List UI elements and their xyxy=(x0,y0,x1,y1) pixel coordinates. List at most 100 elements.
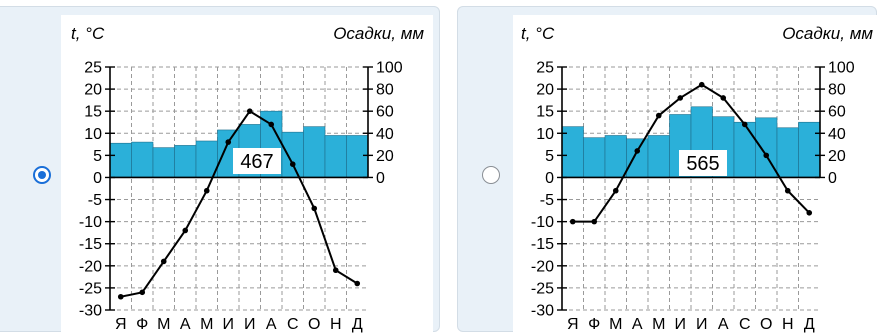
temp-tick-label: 10 xyxy=(84,126,102,143)
temperature-point xyxy=(591,218,598,225)
precip-tick-label: 80 xyxy=(828,82,846,99)
temp-tick-label: -10 xyxy=(79,214,102,231)
temp-tick-label: 20 xyxy=(84,82,102,99)
precip-bar xyxy=(604,135,627,178)
month-label: М xyxy=(157,316,170,333)
temperature-point xyxy=(806,210,813,216)
month-label: С xyxy=(739,316,751,333)
temperature-point xyxy=(246,108,253,114)
precip-tick-label: 20 xyxy=(376,148,394,165)
precip-bar xyxy=(647,135,670,178)
annual-precip-value: 467 xyxy=(240,151,273,173)
month-label: Я xyxy=(115,316,127,333)
temperature-point xyxy=(203,187,210,194)
temperature-point xyxy=(569,218,576,225)
month-label: А xyxy=(266,316,277,333)
month-label: А xyxy=(718,316,729,333)
precip-tick-label: 0 xyxy=(376,170,385,187)
temp-tick-label: 10 xyxy=(536,126,554,143)
annual-precip-box xyxy=(233,148,281,174)
month-label: А xyxy=(180,316,191,333)
answer-option-2[interactable]: t, °C Осадки, мм 25 20 15 10 5 0 -5 -10 -15 -20 -2… xyxy=(457,6,881,333)
precip-bar xyxy=(583,137,606,178)
temp-tick-label: 20 xyxy=(536,82,554,99)
precip-tick-label: 40 xyxy=(376,126,394,143)
temperature-point xyxy=(160,258,167,265)
precip-bar xyxy=(324,135,347,178)
month-label: Н xyxy=(782,316,794,333)
temperature-point xyxy=(268,121,275,128)
temperature-point xyxy=(634,148,641,154)
month-label: Я xyxy=(567,316,579,333)
temp-tick-label: -20 xyxy=(531,258,554,275)
precip-bar xyxy=(152,147,175,178)
precip-bar xyxy=(346,135,369,178)
precip-tick-label: 60 xyxy=(376,104,394,121)
temperature-point xyxy=(784,187,791,194)
temperature-point xyxy=(720,95,727,101)
month-label: И xyxy=(696,316,708,333)
temp-tick-label: -30 xyxy=(531,303,554,320)
temperature-point xyxy=(677,95,684,101)
climate-chart-card-1: t, °C Осадки, мм 25 20 15 10 5 0 -5 -10 -15 -20 -2… xyxy=(61,15,433,333)
annual-precip-value: 565 xyxy=(686,153,719,175)
precip-bar xyxy=(281,131,304,178)
month-label: М xyxy=(652,316,665,333)
temperature-point xyxy=(289,161,296,167)
precip-bar xyxy=(174,145,197,178)
climatogram-1: t, °C Осадки, мм 25 20 15 10 5 0 -5 -10 -15 -20 -2… xyxy=(71,24,424,333)
month-label: С xyxy=(287,316,299,333)
temp-tick-label: 5 xyxy=(545,148,554,165)
answer-option-1[interactable]: t, °C Осадки, мм 25 20 15 10 5 0 -5 -10 -15 -20 -2… xyxy=(0,6,440,333)
temperature-point xyxy=(741,121,748,128)
option-1-radio[interactable] xyxy=(33,166,51,184)
precip-bar xyxy=(626,138,649,178)
precip-axis-label: Осадки, мм xyxy=(782,24,873,43)
temp-tick-label: 15 xyxy=(84,104,102,121)
month-label: М xyxy=(200,316,213,333)
temperature-point xyxy=(311,205,318,212)
precip-tick-label: 20 xyxy=(828,148,846,165)
month-label: О xyxy=(760,316,772,333)
precip-axis-label: Осадки, мм xyxy=(333,24,424,43)
precip-tick-label: 80 xyxy=(376,82,394,99)
temp-tick-label: -10 xyxy=(531,214,554,231)
temperature-point xyxy=(182,227,189,234)
month-label: Д xyxy=(804,316,815,333)
temp-tick-label: 0 xyxy=(93,170,102,187)
temp-tick-label: 25 xyxy=(536,60,554,77)
temperature-point xyxy=(655,112,662,119)
temp-tick-label: -5 xyxy=(540,192,554,209)
temp-tick-label: 15 xyxy=(536,104,554,121)
option-2-radio[interactable] xyxy=(482,166,500,184)
precip-bar xyxy=(733,121,756,178)
precip-bar xyxy=(303,126,326,178)
temperature-line xyxy=(120,109,358,298)
month-label: О xyxy=(308,316,320,333)
temp-tick-label: -30 xyxy=(79,303,102,320)
precip-tick-label: 60 xyxy=(828,104,846,121)
precip-tick-label: 100 xyxy=(376,60,403,77)
temperature-point xyxy=(612,187,619,194)
climatogram-2: t, °C Осадки, мм 25 20 15 10 5 0 -5 -10 -15 -20 -2… xyxy=(521,24,873,333)
temperature-point xyxy=(354,280,361,287)
month-label: А xyxy=(632,316,643,333)
temperature-point xyxy=(763,152,770,159)
temp-tick-label: 5 xyxy=(93,148,102,165)
temperature-line xyxy=(572,83,810,223)
climate-chart-card-2: t, °C Осадки, мм 25 20 15 10 5 0 -5 -10 -15 -20 -2… xyxy=(513,15,881,333)
precip-bar xyxy=(561,126,584,178)
temp-tick-label: -20 xyxy=(79,258,102,275)
temperature-point xyxy=(225,139,232,145)
precip-tick-label: 40 xyxy=(828,126,846,143)
temperature-point xyxy=(117,293,124,300)
temp-axis-label: t, °C xyxy=(521,24,555,43)
temp-axis-label: t, °C xyxy=(71,24,105,43)
precip-bar xyxy=(776,127,799,178)
temp-tick-label: -15 xyxy=(531,236,554,253)
temp-tick-label: -25 xyxy=(531,280,554,297)
month-label: И xyxy=(244,316,256,333)
temp-tick-label: 25 xyxy=(84,60,102,77)
temperature-point xyxy=(139,289,146,296)
precip-tick-label: 0 xyxy=(828,170,837,187)
